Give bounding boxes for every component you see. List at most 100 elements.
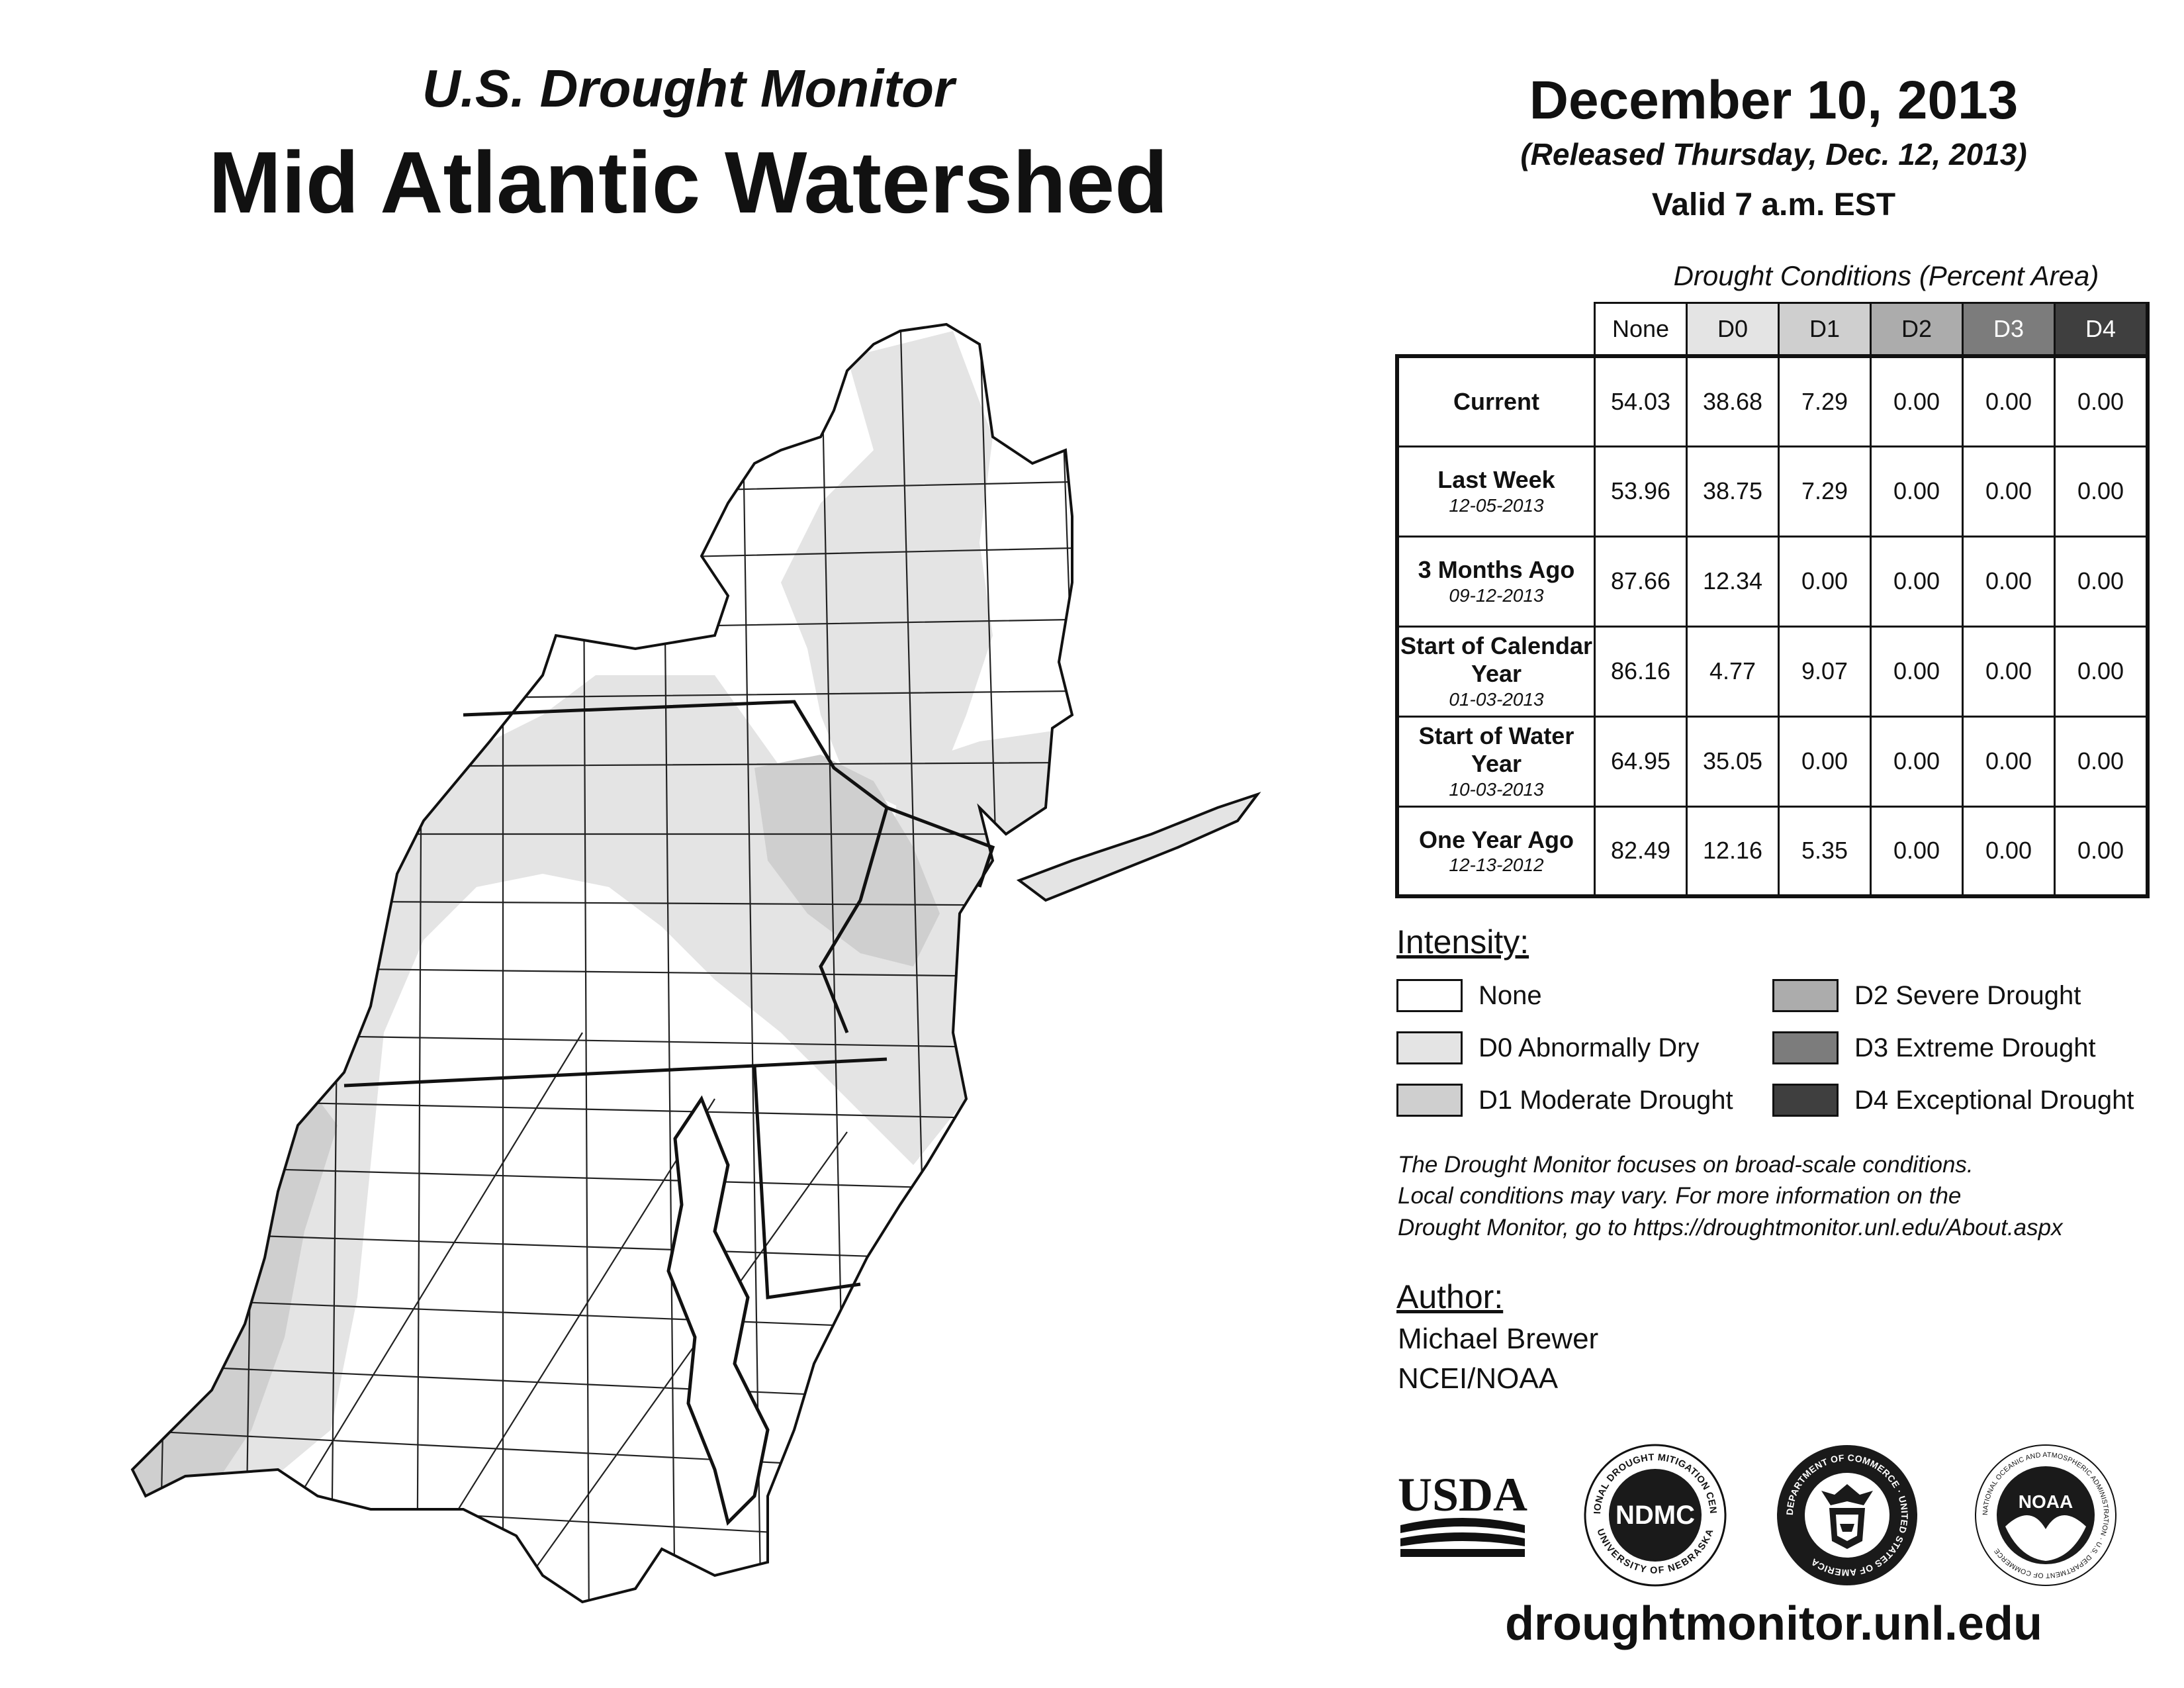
legend-label: D0 Abnormally Dry: [1479, 1033, 1700, 1062]
release-date: (Released Thursday, Dec. 12, 2013): [1520, 137, 2027, 171]
row-date: 10-03-2013: [1449, 778, 1544, 800]
table-cell: 9.07: [1778, 625, 1872, 718]
row-label: Last Week 12-05-2013: [1395, 445, 1596, 538]
table-row: Start of Calendar Year 01-03-2013 86.16 4…: [1395, 625, 2150, 718]
table-cell: 82.49: [1594, 805, 1688, 898]
d1-area-northeast: [1072, 503, 1099, 583]
col-header-d3: D3: [1962, 302, 2056, 357]
row-label: Start of Water Year 10-03-2013: [1395, 715, 1596, 808]
author-heading: Author:: [1396, 1278, 1504, 1315]
usda-logo: USDA: [1398, 1468, 1527, 1557]
table-cell: 38.68: [1686, 354, 1780, 447]
table-cell: 0.00: [1870, 715, 1964, 808]
table-cell: 0.00: [2054, 354, 2150, 447]
map-title: Mid Atlantic Watershed: [208, 134, 1168, 231]
noaa-logo: NATIONAL OCEANIC AND ATMOSPHERIC ADMINIS…: [1975, 1444, 2116, 1586]
legend-item-d2: D2 Severe Drought: [1772, 977, 2081, 1014]
row-label: Start of Calendar Year 01-03-2013: [1395, 625, 1596, 718]
legend-item-none: None: [1396, 977, 1542, 1014]
row-label-text: Last Week: [1437, 466, 1555, 494]
table-cell: 38.75: [1686, 445, 1780, 538]
table-cell: 12.16: [1686, 805, 1780, 898]
legend-label: D3 Extreme Drought: [1854, 1033, 2096, 1062]
legend-item-d3: D3 Extreme Drought: [1772, 1029, 2096, 1066]
row-label-text: Start of Calendar Year: [1400, 632, 1593, 688]
table-cell: 12.34: [1686, 535, 1780, 628]
table-cell: 4.77: [1686, 625, 1780, 718]
table-cell: 0.00: [1778, 715, 1872, 808]
legend-swatch: [1772, 1084, 1839, 1117]
website-url: droughtmonitor.unl.edu: [1505, 1597, 2042, 1650]
map-date: December 10, 2013: [1529, 70, 2019, 130]
table-cell: 0.00: [2054, 445, 2150, 538]
row-label-text: Current: [1453, 387, 1539, 415]
row-date: 12-13-2012: [1449, 854, 1544, 875]
legend-item-d0: D0 Abnormally Dry: [1396, 1029, 1699, 1066]
table-cell: 0.00: [1870, 535, 1964, 628]
legend-label: D4 Exceptional Drought: [1854, 1085, 2134, 1115]
table-cell: 35.05: [1686, 715, 1780, 808]
table-cell: 7.29: [1778, 445, 1872, 538]
usda-logo-text: USDA: [1398, 1468, 1527, 1521]
row-label: 3 Months Ago 09-12-2013: [1395, 535, 1596, 628]
table-cell: 0.00: [1870, 805, 1964, 898]
table-cell: 5.35: [1778, 805, 1872, 898]
legend-swatch: [1396, 979, 1463, 1012]
table-header-blank: [1397, 303, 1595, 357]
table-cell: 7.29: [1778, 354, 1872, 447]
table-cell: 0.00: [1962, 625, 2056, 718]
row-label-text: 3 Months Ago: [1418, 556, 1575, 584]
col-header-d1: D1: [1778, 302, 1872, 357]
table-cell: 0.00: [1962, 715, 2056, 808]
table-cell: 87.66: [1594, 535, 1688, 628]
legend-swatch: [1396, 1084, 1463, 1117]
legend-label: D1 Moderate Drought: [1479, 1085, 1733, 1115]
table-cell: 53.96: [1594, 445, 1688, 538]
drought-map: [130, 322, 1261, 1604]
row-label: One Year Ago 12-13-2012: [1395, 805, 1596, 898]
chesapeake-bay: [666, 1095, 770, 1526]
d1-area-central: [754, 755, 940, 966]
col-header-d4: D4: [2054, 302, 2150, 357]
ndmc-logo: NATIONAL DROUGHT MITIGATION CENTER UNIVE…: [1582, 1442, 1727, 1587]
legend-item-d4: D4 Exceptional Drought: [1772, 1082, 2134, 1119]
legend-swatch: [1772, 979, 1839, 1012]
row-label-text: One Year Ago: [1418, 825, 1574, 853]
legend-label: None: [1479, 980, 1542, 1010]
legend-title: Intensity:: [1396, 923, 1529, 961]
col-header-d2: D2: [1870, 302, 1964, 357]
d0-area-north: [781, 331, 993, 808]
drought-conditions-table: None D0 D1 D2 D3 D4 Current 54.03 38.68 …: [1395, 302, 2150, 898]
table-row: Current 54.03 38.68 7.29 0.00 0.00 0.00: [1395, 354, 2150, 447]
table-cell: 0.00: [2054, 535, 2150, 628]
table-cell: 0.00: [1778, 535, 1872, 628]
table-cell: 0.00: [1962, 445, 2056, 538]
table-cell: 54.03: [1594, 354, 1688, 447]
table-row: Last Week 12-05-2013 53.96 38.75 7.29 0.0…: [1395, 445, 2150, 538]
noaa-logo-text: NOAA: [2019, 1491, 2073, 1512]
table-row: One Year Ago 12-13-2012 82.49 12.16 5.35 …: [1395, 805, 2150, 898]
row-label-text: Start of Water Year: [1418, 722, 1574, 778]
table-cell: 0.00: [2054, 805, 2150, 898]
valid-time: Valid 7 a.m. EST: [1651, 187, 1896, 222]
author-name: Michael Brewer: [1398, 1323, 1599, 1355]
legend-label: D2 Severe Drought: [1854, 980, 2081, 1010]
legend-item-d1: D1 Moderate Drought: [1396, 1082, 1733, 1119]
note-line: The Drought Monitor focuses on broad-sca…: [1398, 1152, 1974, 1178]
table-cell: 0.00: [2054, 625, 2150, 718]
note-line: Drought Monitor, go to https://droughtmo…: [1398, 1214, 2063, 1241]
table-cell: 86.16: [1594, 625, 1688, 718]
d0-area-west: [132, 675, 966, 1562]
table-cell: 0.00: [1962, 535, 2056, 628]
table-cell: 0.00: [1870, 354, 1964, 447]
legend-swatch: [1396, 1031, 1463, 1064]
table-header-row: None D0 D1 D2 D3 D4: [1397, 302, 2150, 357]
table-caption: Drought Conditions (Percent Area): [1673, 260, 2099, 291]
col-header-d0: D0: [1686, 302, 1780, 357]
table-cell: 64.95: [1594, 715, 1688, 808]
commerce-seal-logo: DEPARTMENT OF COMMERCE · UNITED STATES O…: [1777, 1445, 1917, 1585]
region-outline: [130, 322, 1074, 1604]
table-row: Start of Water Year 10-03-2013 64.95 35.0…: [1395, 715, 2150, 808]
long-island: [1016, 792, 1261, 902]
legend-swatch: [1772, 1031, 1839, 1064]
